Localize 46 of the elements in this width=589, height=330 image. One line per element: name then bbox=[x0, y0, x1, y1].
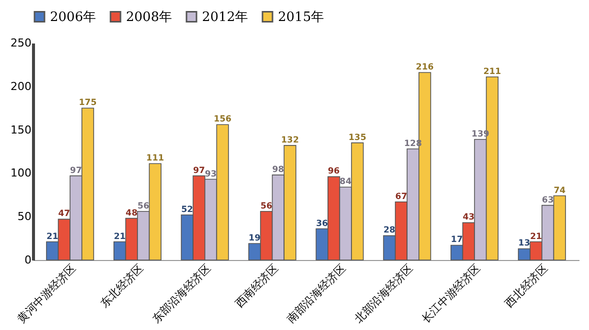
data-label: 135 bbox=[348, 132, 366, 143]
data-label: 211 bbox=[483, 66, 502, 77]
data-label: 21 bbox=[114, 232, 126, 242]
legend-label: 2008年 bbox=[126, 10, 172, 25]
data-label: 132 bbox=[281, 135, 299, 146]
x-tick-label: 北部沿海经济区 bbox=[352, 262, 416, 326]
data-label: 96 bbox=[328, 166, 340, 177]
data-label: 17 bbox=[450, 235, 463, 246]
y-tick-label: 0 bbox=[24, 254, 32, 266]
data-label: 156 bbox=[214, 114, 232, 125]
legend-label: 2006年 bbox=[50, 10, 96, 25]
data-label: 21 bbox=[530, 232, 542, 242]
x-tick-label: 西北经济区 bbox=[502, 262, 550, 310]
data-label: 74 bbox=[554, 186, 566, 196]
data-label: 97 bbox=[70, 166, 82, 176]
legend-label: 2015年 bbox=[278, 10, 324, 25]
legend-label: 2012年 bbox=[202, 10, 248, 25]
y-tick-label: 200 bbox=[10, 80, 32, 93]
data-label: 56 bbox=[260, 201, 272, 212]
x-tick-label: 长江中游经济区 bbox=[419, 262, 484, 326]
x-tick-label: 东北经济区 bbox=[98, 262, 146, 310]
x-tick-label: 西南经济区 bbox=[232, 262, 281, 310]
y-tick-label: 250 bbox=[10, 36, 32, 50]
y-tick-label: 100 bbox=[10, 166, 32, 180]
data-label: 19 bbox=[248, 234, 261, 244]
data-label: 63 bbox=[542, 195, 554, 206]
data-label: 48 bbox=[126, 208, 138, 218]
x-tick-label: 东部沿海经济区 bbox=[150, 262, 214, 326]
y-tick-label: 150 bbox=[10, 123, 32, 136]
data-label: 175 bbox=[78, 98, 97, 108]
data-label: 111 bbox=[146, 154, 164, 164]
data-label: 52 bbox=[181, 204, 194, 215]
data-label: 98 bbox=[272, 164, 284, 175]
data-label: 21 bbox=[46, 232, 58, 242]
data-label: 216 bbox=[416, 62, 434, 73]
data-label: 43 bbox=[462, 212, 475, 223]
data-label: 13 bbox=[518, 238, 530, 249]
data-label: 97 bbox=[193, 166, 205, 176]
data-label: 28 bbox=[383, 226, 396, 236]
data-label: 56 bbox=[137, 201, 150, 212]
y-tick-label: 50 bbox=[18, 210, 32, 224]
data-label: 67 bbox=[395, 192, 408, 202]
data-label: 36 bbox=[316, 218, 328, 229]
data-label: 93 bbox=[204, 169, 217, 180]
x-tick-label: 南部沿海经济区 bbox=[284, 262, 348, 326]
data-label: 47 bbox=[58, 209, 70, 220]
